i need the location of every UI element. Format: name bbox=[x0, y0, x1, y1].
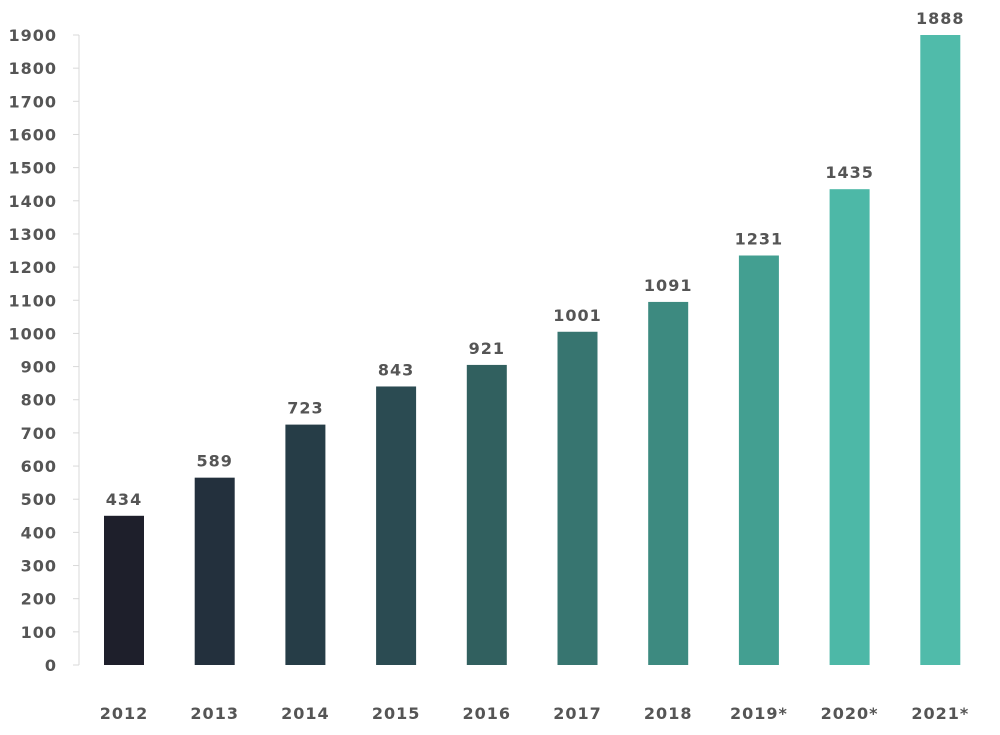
y-tick-label: 1400 bbox=[8, 192, 57, 211]
y-tick-label: 0 bbox=[45, 656, 57, 675]
y-tick-label: 1300 bbox=[8, 225, 57, 244]
bars bbox=[104, 35, 961, 665]
data-label: 1001 bbox=[553, 306, 602, 325]
x-tick-label: 2020* bbox=[821, 704, 879, 723]
x-tick-label: 2018 bbox=[644, 704, 693, 723]
y-tick-label: 1900 bbox=[8, 26, 57, 45]
y-tick-label: 1100 bbox=[8, 291, 57, 310]
y-tick-label: 600 bbox=[21, 457, 57, 476]
bar-2018 bbox=[648, 301, 689, 665]
y-tick-label: 1000 bbox=[8, 324, 57, 343]
y-tick-label: 200 bbox=[21, 590, 57, 609]
x-tick-label: 2019* bbox=[730, 704, 788, 723]
data-label: 1435 bbox=[825, 163, 874, 182]
y-tick-label: 700 bbox=[21, 424, 57, 443]
data-label: 1091 bbox=[644, 276, 693, 295]
bar-2020 bbox=[829, 189, 870, 665]
x-tick-label: 2012 bbox=[100, 704, 149, 723]
y-tick-label: 900 bbox=[21, 358, 57, 377]
y-tick-label: 300 bbox=[21, 557, 57, 576]
data-label: 1231 bbox=[735, 230, 784, 249]
data-label: 843 bbox=[378, 360, 414, 379]
y-tick-label: 1600 bbox=[8, 125, 57, 144]
y-tick-label: 1500 bbox=[8, 159, 57, 178]
bar-2016 bbox=[466, 364, 507, 665]
x-axis: 2012 2013 2014 2015 2016 2017 2018 2019* 2020* 20… bbox=[100, 704, 969, 723]
y-tick-label: 1800 bbox=[8, 59, 57, 78]
bar-2017 bbox=[557, 331, 598, 665]
y-tick-label: 1700 bbox=[8, 92, 57, 111]
bar-2014 bbox=[285, 424, 326, 665]
x-tick-label: 2013 bbox=[190, 704, 239, 723]
bar-2015 bbox=[376, 386, 417, 665]
data-label: 921 bbox=[469, 339, 505, 358]
x-tick-label: 2017 bbox=[553, 704, 602, 723]
data-labels: 434 589 723 843 921 1001 1091 1231 1435 1888 bbox=[106, 9, 965, 509]
data-label: 589 bbox=[196, 452, 232, 471]
data-label: 434 bbox=[106, 490, 142, 509]
bar-2012 bbox=[104, 515, 144, 665]
x-tick-label: 2014 bbox=[281, 704, 330, 723]
y-tick-label: 1200 bbox=[8, 258, 57, 277]
bar-2021 bbox=[920, 35, 961, 665]
y-tick-label: 800 bbox=[21, 391, 57, 410]
y-tick-label: 500 bbox=[21, 490, 57, 509]
y-tick-label: 400 bbox=[21, 523, 57, 542]
y-tick-label: 100 bbox=[21, 623, 57, 642]
data-label: 1888 bbox=[916, 9, 965, 28]
y-axis: 0 100 200 300 400 500 600 700 800 900 1000 1100 1200… bbox=[8, 26, 80, 675]
x-tick-label: 2016 bbox=[463, 704, 512, 723]
x-tick-label: 2021* bbox=[911, 704, 969, 723]
data-label: 723 bbox=[287, 399, 323, 418]
bar-2013 bbox=[194, 477, 235, 665]
bar-2019 bbox=[738, 255, 779, 665]
x-tick-label: 2015 bbox=[372, 704, 421, 723]
